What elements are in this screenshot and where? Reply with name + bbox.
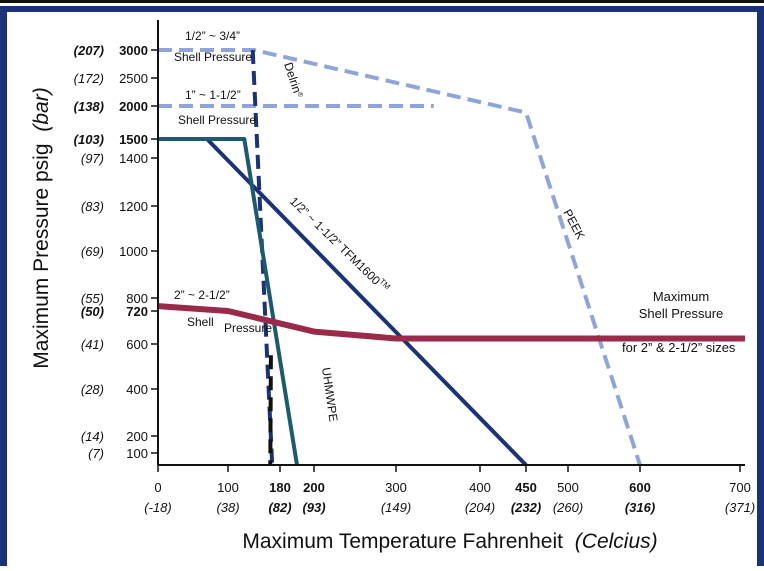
x-tick-sublabel: (232) xyxy=(511,500,541,515)
y-tick-sublabel: (55) xyxy=(81,291,104,306)
y-axis-title: Maximum Pressure psig (bar) xyxy=(30,87,53,368)
label-max-shell-2: Shell Pressure xyxy=(639,306,724,321)
series-line-uhmwpe-black xyxy=(268,355,273,466)
x-tick-sublabel: (93) xyxy=(302,500,325,515)
x-tick-label: 500 xyxy=(557,480,579,495)
x-tick-label: 100 xyxy=(217,480,239,495)
label-max-shell-3: for 2” & 2-1/2” sizes xyxy=(622,340,736,355)
y-tick-label: 200 xyxy=(126,429,148,444)
y-axis-title-main: Maximum Pressure psig xyxy=(30,143,53,368)
label-shell-large-pressure: Pressure xyxy=(224,321,272,335)
x-tick-sublabel: (316) xyxy=(625,500,655,515)
left-bar xyxy=(0,6,7,566)
series-line-shell-large xyxy=(157,303,745,342)
x-tick-label: 200 xyxy=(303,480,325,495)
label-shell-large-shell: Shell xyxy=(187,315,214,329)
label-shell-mid-size: 1” ~ 1-1/2” xyxy=(185,88,241,102)
y-tick-sublabel: (41) xyxy=(81,337,104,352)
x-axis-title: Maximum Temperature Fahrenheit (Celcius) xyxy=(242,530,657,553)
label-shell-small-size: 1/2” ~ 3/4” xyxy=(185,29,240,43)
x-tick-label: 180 xyxy=(269,480,291,495)
x-axis-title-main: Maximum Temperature Fahrenheit xyxy=(242,530,563,553)
x-axis-title-suffix: (Celcius) xyxy=(575,530,658,553)
y-tick-sublabel: (103) xyxy=(74,132,104,147)
y-tick-label: 3000 xyxy=(119,43,148,58)
x-tick-sublabel: (149) xyxy=(381,500,411,515)
series-line-tfm xyxy=(158,137,528,467)
x-tick-sublabel: (260) xyxy=(553,500,583,515)
series-line-peek xyxy=(158,48,642,466)
y-tick-sublabel: (69) xyxy=(81,244,104,259)
y-tick-label: 2500 xyxy=(119,71,148,86)
label-delrin-text: Delrin xyxy=(281,61,304,95)
x-tick-label: 600 xyxy=(629,480,651,495)
y-tick-sublabel: (28) xyxy=(81,382,104,397)
y-tick-label: 800 xyxy=(126,291,148,306)
y-tick-sublabel: (50) xyxy=(81,304,104,319)
x-tick-label: 0 xyxy=(154,480,161,495)
y-tick-label: 100 xyxy=(126,446,148,461)
label-delrin: Delrin® xyxy=(281,61,306,101)
y-tick-sublabel: (172) xyxy=(74,71,104,86)
y-tick-sublabel: (207) xyxy=(74,43,104,58)
label-uhmwpe: UHMWPE xyxy=(319,366,340,422)
y-tick-label: 1000 xyxy=(119,244,148,259)
y-tick-sublabel: (83) xyxy=(81,199,104,214)
series-line-delrin xyxy=(250,49,275,466)
label-tfm-text: 1/2” ~ 1-1/2” TFM1600 xyxy=(287,194,383,288)
y-tick-sublabel: (7) xyxy=(88,446,104,461)
x-tick-label: 700 xyxy=(729,480,751,495)
label-max-shell-1: Maximum xyxy=(653,289,709,304)
x-tick-sublabel: (371) xyxy=(725,500,755,515)
y-tick-label: 1500 xyxy=(119,132,148,147)
y-tick-label: 1200 xyxy=(119,199,148,214)
y-tick-label: 400 xyxy=(126,382,148,397)
x-tick-label: 450 xyxy=(515,480,537,495)
x-tick-sublabel: (-18) xyxy=(144,500,171,515)
x-tick-label: 400 xyxy=(469,480,491,495)
y-tick-sublabel: (14) xyxy=(81,429,104,444)
x-tick-sublabel: (204) xyxy=(465,500,495,515)
y-tick-label: 2000 xyxy=(119,99,148,114)
top-border xyxy=(0,0,764,3)
series-line-uhmwpe xyxy=(158,137,299,466)
y-tick-label: 720 xyxy=(126,304,148,319)
x-tick-sublabel: (38) xyxy=(216,500,239,515)
label-shell-small-pressure: Shell Pressure xyxy=(174,50,252,64)
y-tick-sublabel: (138) xyxy=(74,99,104,114)
x-tick-label: 300 xyxy=(385,480,407,495)
label-shell-mid-pressure: Shell Pressure xyxy=(178,113,256,127)
ticks-layer: 0 (-18) 100 (38) 180 (82) 200 (93) 300 (149) 400 (2… xyxy=(74,43,756,515)
top-bar xyxy=(0,6,764,12)
y-tick-sublabel: (97) xyxy=(81,151,104,166)
label-shell-large-size: 2” ~ 2-1/2” xyxy=(174,288,230,302)
y-axis-title-suffix: (bar) xyxy=(30,87,53,131)
right-bar xyxy=(757,6,764,566)
x-tick-sublabel: (82) xyxy=(268,500,291,515)
y-tick-label: 1400 xyxy=(119,151,148,166)
label-delrin-reg: ® xyxy=(296,91,305,99)
y-tick-label: 600 xyxy=(126,337,148,352)
label-tfm: 1/2” ~ 1-1/2” TFM1600TM xyxy=(287,193,392,296)
series-layer xyxy=(157,48,745,467)
